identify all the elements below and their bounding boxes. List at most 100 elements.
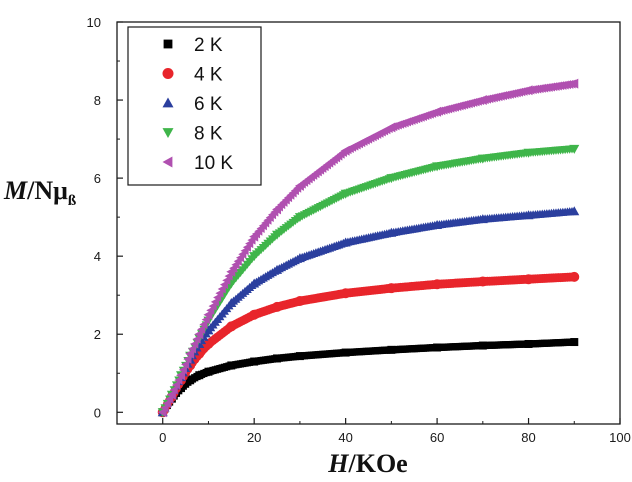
legend-marker: [162, 128, 174, 138]
data-point: [523, 210, 534, 220]
data-point: [249, 252, 260, 262]
data-point: [524, 339, 533, 348]
data-point: [181, 359, 190, 369]
data-point: [386, 227, 397, 237]
legend: 2 K 4 K 6 K 8 K 10 K: [127, 26, 262, 186]
data-point: [272, 301, 283, 312]
data-point: [569, 271, 580, 282]
data-point: [340, 189, 351, 199]
data-point: [386, 174, 397, 184]
series-2k: [158, 338, 579, 417]
data-point: [569, 144, 580, 154]
data-point: [432, 219, 443, 229]
data-point: [523, 274, 534, 285]
data-point: [523, 85, 533, 96]
x-axis-label-var: H: [327, 449, 349, 478]
data-point: [273, 354, 282, 363]
data-point: [226, 321, 237, 332]
data-point: [166, 389, 176, 400]
data-point: [433, 343, 442, 352]
data-point: [204, 367, 213, 376]
data-point: [340, 288, 351, 299]
legend-marker: [162, 156, 173, 168]
legend-marker: [163, 39, 173, 49]
data-point: [477, 154, 488, 164]
x-tick-label: 20: [247, 430, 261, 445]
series-6k: [157, 206, 580, 417]
legend-label: 2 K: [194, 35, 223, 56]
data-point: [387, 345, 396, 354]
data-point: [203, 338, 214, 349]
data-point: [194, 329, 204, 340]
data-point: [570, 338, 579, 347]
x-tick-label: 60: [430, 430, 444, 445]
data-point: [569, 78, 579, 89]
y-tick-label: 0: [94, 405, 101, 420]
data-point: [294, 253, 305, 263]
data-point: [523, 148, 534, 158]
x-tick-label: 0: [159, 430, 166, 445]
data-point: [203, 309, 213, 320]
legend-label: 10 K: [194, 153, 233, 174]
y-axis-label-var: M: [3, 176, 28, 205]
y-tick-label: 4: [94, 249, 101, 264]
data-point: [477, 276, 488, 287]
legend-marker: [162, 97, 174, 108]
data-point: [295, 352, 304, 361]
data-point: [272, 264, 283, 274]
data-point: [386, 122, 396, 133]
data-point: [249, 278, 260, 288]
x-axis-label-unit: /KOe: [348, 449, 408, 478]
data-point: [294, 296, 305, 307]
x-axis-label: H/KOe: [327, 449, 407, 478]
data-point: [386, 283, 397, 294]
data-point: [185, 348, 195, 359]
data-point: [195, 371, 204, 380]
y-tick-label: 6: [94, 171, 101, 186]
data-point: [340, 145, 350, 156]
data-point: [203, 325, 214, 335]
data-point: [183, 354, 192, 364]
legend-label: 6 K: [194, 94, 223, 115]
data-point: [432, 106, 442, 117]
y-tick-label: 2: [94, 327, 101, 342]
data-point: [162, 399, 171, 409]
legend-label: 8 K: [194, 124, 223, 145]
x-tick-label: 80: [521, 430, 535, 445]
data-point: [199, 319, 208, 329]
axis-ticks: 0 20 40 60 80 100 0 2 4 6 8 10: [87, 15, 631, 445]
plot-frame: [116, 21, 621, 425]
data-point: [157, 407, 167, 418]
data-point: [174, 375, 183, 385]
data-point: [186, 376, 195, 385]
data-point: [250, 357, 259, 366]
y-tick-label: 10: [87, 15, 101, 30]
data-point: [176, 370, 186, 381]
data-point: [569, 206, 580, 216]
data-point: [226, 298, 237, 308]
legend-label: 4 K: [194, 65, 223, 86]
data-point: [432, 279, 443, 290]
data-point: [227, 361, 236, 370]
data-point: [201, 315, 210, 325]
data-point: [340, 237, 351, 247]
data-point: [226, 266, 236, 277]
y-axis-label-unit: /Nμ: [26, 176, 68, 205]
x-tick-label: 40: [338, 430, 352, 445]
y-tick-label: 8: [94, 93, 101, 108]
series-10k: [157, 78, 579, 418]
data-point: [171, 380, 181, 390]
data-point: [294, 213, 305, 223]
data-point: [192, 334, 201, 344]
data-point: [272, 230, 283, 240]
data-point: [249, 231, 259, 242]
y-axis-label: M/Nμß: [3, 176, 76, 209]
data-point: [432, 162, 443, 172]
series-layer: [157, 78, 580, 418]
y-axis-label-sub: ß: [68, 193, 76, 209]
legend-box: [127, 26, 262, 186]
data-point: [477, 95, 487, 106]
data-point: [249, 309, 260, 320]
legend-marker: [162, 68, 174, 79]
